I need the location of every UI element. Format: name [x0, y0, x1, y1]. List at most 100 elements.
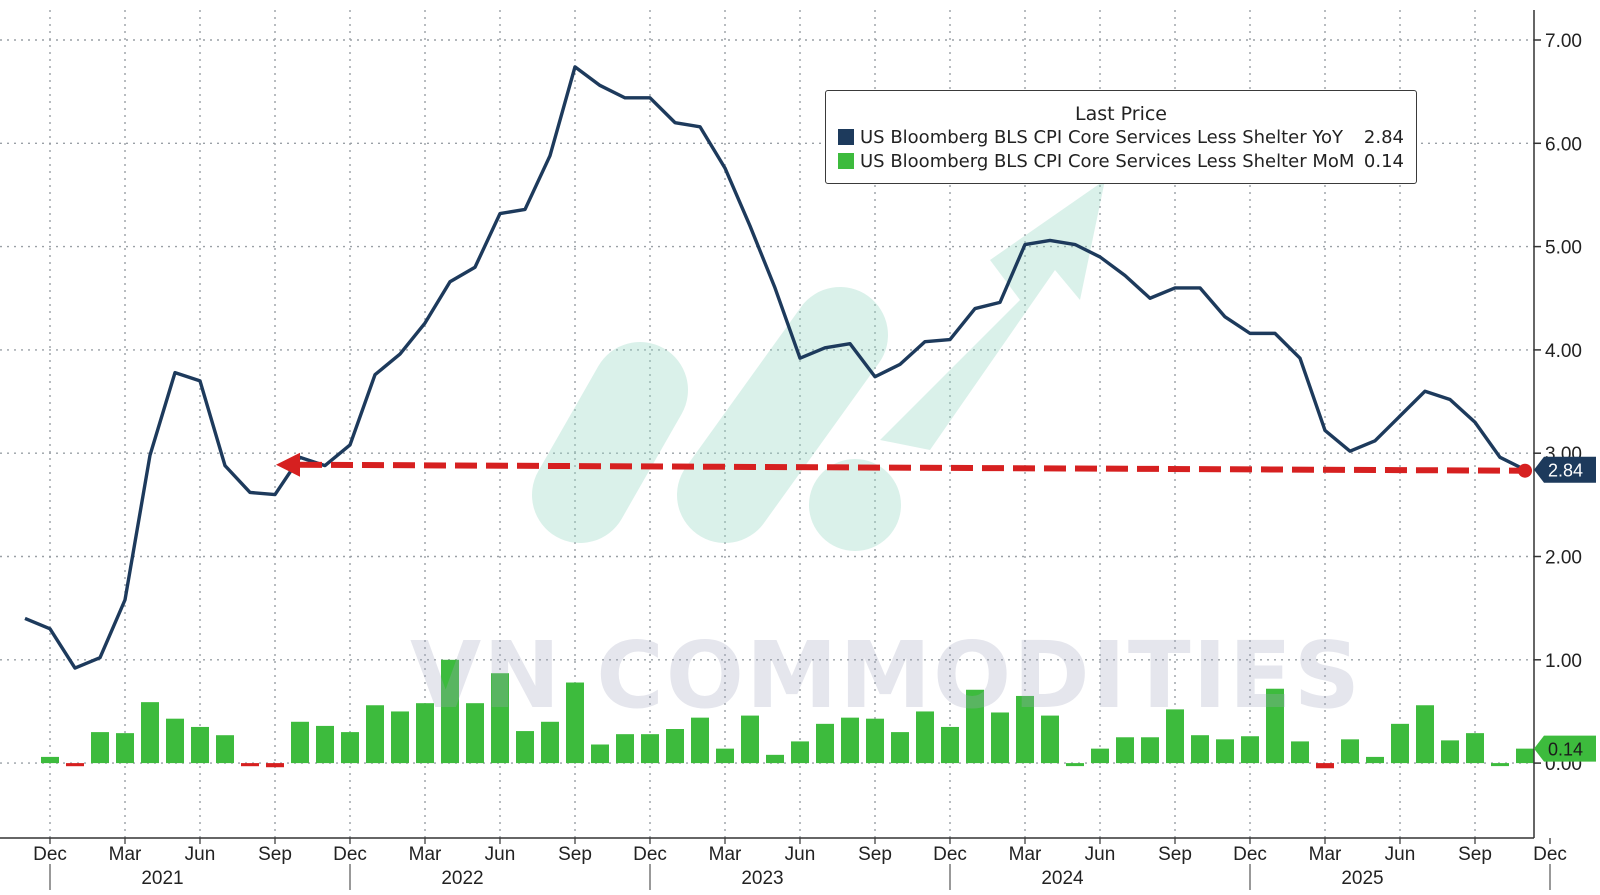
- mom-bar: [966, 689, 984, 764]
- mom-bar: [1441, 740, 1459, 764]
- mom-bar: [1516, 748, 1534, 764]
- watermark-logo: [532, 342, 688, 543]
- year-label: 2024: [1041, 868, 1084, 889]
- x-tick-label: Mar: [709, 844, 742, 865]
- mom-bar: [91, 732, 109, 764]
- x-tick-label: Jun: [785, 844, 816, 865]
- mom-bar: [666, 729, 684, 764]
- mom-bar: [791, 741, 809, 764]
- mom-bar: [766, 754, 784, 764]
- y-tick-label: 7.00: [1545, 31, 1582, 52]
- mom-bar: [291, 721, 309, 764]
- mom-bar: [341, 732, 359, 764]
- x-tick-label: Dec: [933, 844, 967, 865]
- watermark-logo: [809, 459, 901, 551]
- mom-bar: [391, 711, 409, 764]
- mom-bar: [1141, 737, 1159, 764]
- mom-bar: [916, 711, 934, 764]
- mom-bar: [891, 732, 909, 764]
- x-tick-label: Sep: [1458, 844, 1492, 865]
- y-tick-label: 1.00: [1545, 651, 1582, 672]
- x-tick-label: Dec: [33, 844, 67, 865]
- reference-arrowhead: [276, 452, 300, 477]
- mom-bar: [716, 748, 734, 764]
- mom-bar: [66, 763, 84, 767]
- mom-bar: [1316, 763, 1334, 769]
- x-tick-label: Mar: [1309, 844, 1342, 865]
- x-tick-label: Jun: [1385, 844, 1416, 865]
- x-tick-label: Sep: [558, 844, 592, 865]
- mom-bar: [1041, 715, 1059, 764]
- last-mom-tag: 0.14: [1548, 740, 1583, 760]
- mom-bar: [241, 763, 259, 767]
- watermark-text: VN COMMODITIES: [410, 622, 1362, 729]
- x-tick-label: Mar: [1009, 844, 1042, 865]
- mom-bar: [466, 703, 484, 764]
- mom-bar: [441, 659, 459, 764]
- mom-bar: [116, 733, 134, 764]
- legend-label-mom: US Bloomberg BLS CPI Core Services Less …: [860, 151, 1355, 172]
- reference-end-dot: [1518, 463, 1532, 478]
- mom-bar: [1291, 741, 1309, 764]
- legend-entry-yoy: US Bloomberg BLS CPI Core Services Less …: [838, 127, 1404, 149]
- mom-bar: [1091, 748, 1109, 764]
- mom-bar: [1216, 739, 1234, 764]
- mom-bar: [541, 721, 559, 764]
- year-label: 2021: [141, 868, 183, 889]
- mom-bar: [691, 717, 709, 764]
- mom-bar: [1491, 763, 1509, 767]
- mom-bar: [416, 703, 434, 764]
- x-tick-label: Sep: [258, 844, 292, 865]
- legend-label-yoy: US Bloomberg BLS CPI Core Services Less …: [860, 127, 1343, 148]
- mom-bar: [516, 731, 534, 764]
- x-tick-label: Dec: [1533, 844, 1567, 865]
- mom-bar: [491, 673, 509, 764]
- last-yoy-tag: 2.84: [1548, 461, 1583, 481]
- mom-bar: [41, 756, 59, 764]
- mom-bar: [366, 705, 384, 764]
- x-tick-label: Dec: [633, 844, 667, 865]
- watermark-arrow: [880, 180, 1105, 450]
- mom-bar: [741, 715, 759, 764]
- mom-bar: [166, 718, 184, 764]
- last-yoy-tag-bg: [1534, 456, 1596, 483]
- mom-bar: [1016, 695, 1034, 764]
- legend-entry-mom: US Bloomberg BLS CPI Core Services Less …: [838, 151, 1404, 173]
- mom-bar: [1366, 756, 1384, 764]
- mom-bar: [1241, 736, 1259, 764]
- mom-bar: [1466, 733, 1484, 764]
- mom-bar: [316, 725, 334, 764]
- watermark-logo: [677, 287, 888, 543]
- mom-bar: [1391, 723, 1409, 764]
- x-tick-label: Mar: [109, 844, 142, 865]
- legend-title: Last Price: [1075, 103, 1167, 125]
- last-mom-tag-bg: [1534, 735, 1596, 762]
- legend-swatch-mom: [838, 153, 854, 169]
- y-tick-label: 6.00: [1545, 134, 1582, 155]
- mom-bar: [1191, 735, 1209, 764]
- mom-bar: [866, 718, 884, 764]
- x-tick-label: Dec: [1233, 844, 1267, 865]
- mom-bar: [1066, 763, 1084, 767]
- mom-bar: [941, 726, 959, 764]
- legend-value-mom: 0.14: [1363, 151, 1404, 172]
- mom-bar: [216, 735, 234, 764]
- year-label: 2023: [741, 868, 783, 889]
- year-label: 2025: [1341, 868, 1383, 889]
- x-tick-label: Mar: [409, 844, 442, 865]
- year-label: 2022: [441, 868, 483, 889]
- x-tick-label: Jun: [1085, 844, 1116, 865]
- x-tick-label: Dec: [333, 844, 367, 865]
- mom-bar: [641, 734, 659, 764]
- mom-bar: [841, 717, 859, 764]
- yoy-line: [24, 65, 1526, 670]
- mom-bar: [1166, 709, 1184, 764]
- y-tick-label: 5.00: [1545, 238, 1582, 259]
- x-tick-label: Jun: [485, 844, 516, 865]
- y-tick-label: 4.00: [1545, 341, 1582, 362]
- mom-bar: [816, 723, 834, 764]
- x-tick-label: Sep: [1158, 844, 1192, 865]
- mom-bar: [566, 682, 584, 764]
